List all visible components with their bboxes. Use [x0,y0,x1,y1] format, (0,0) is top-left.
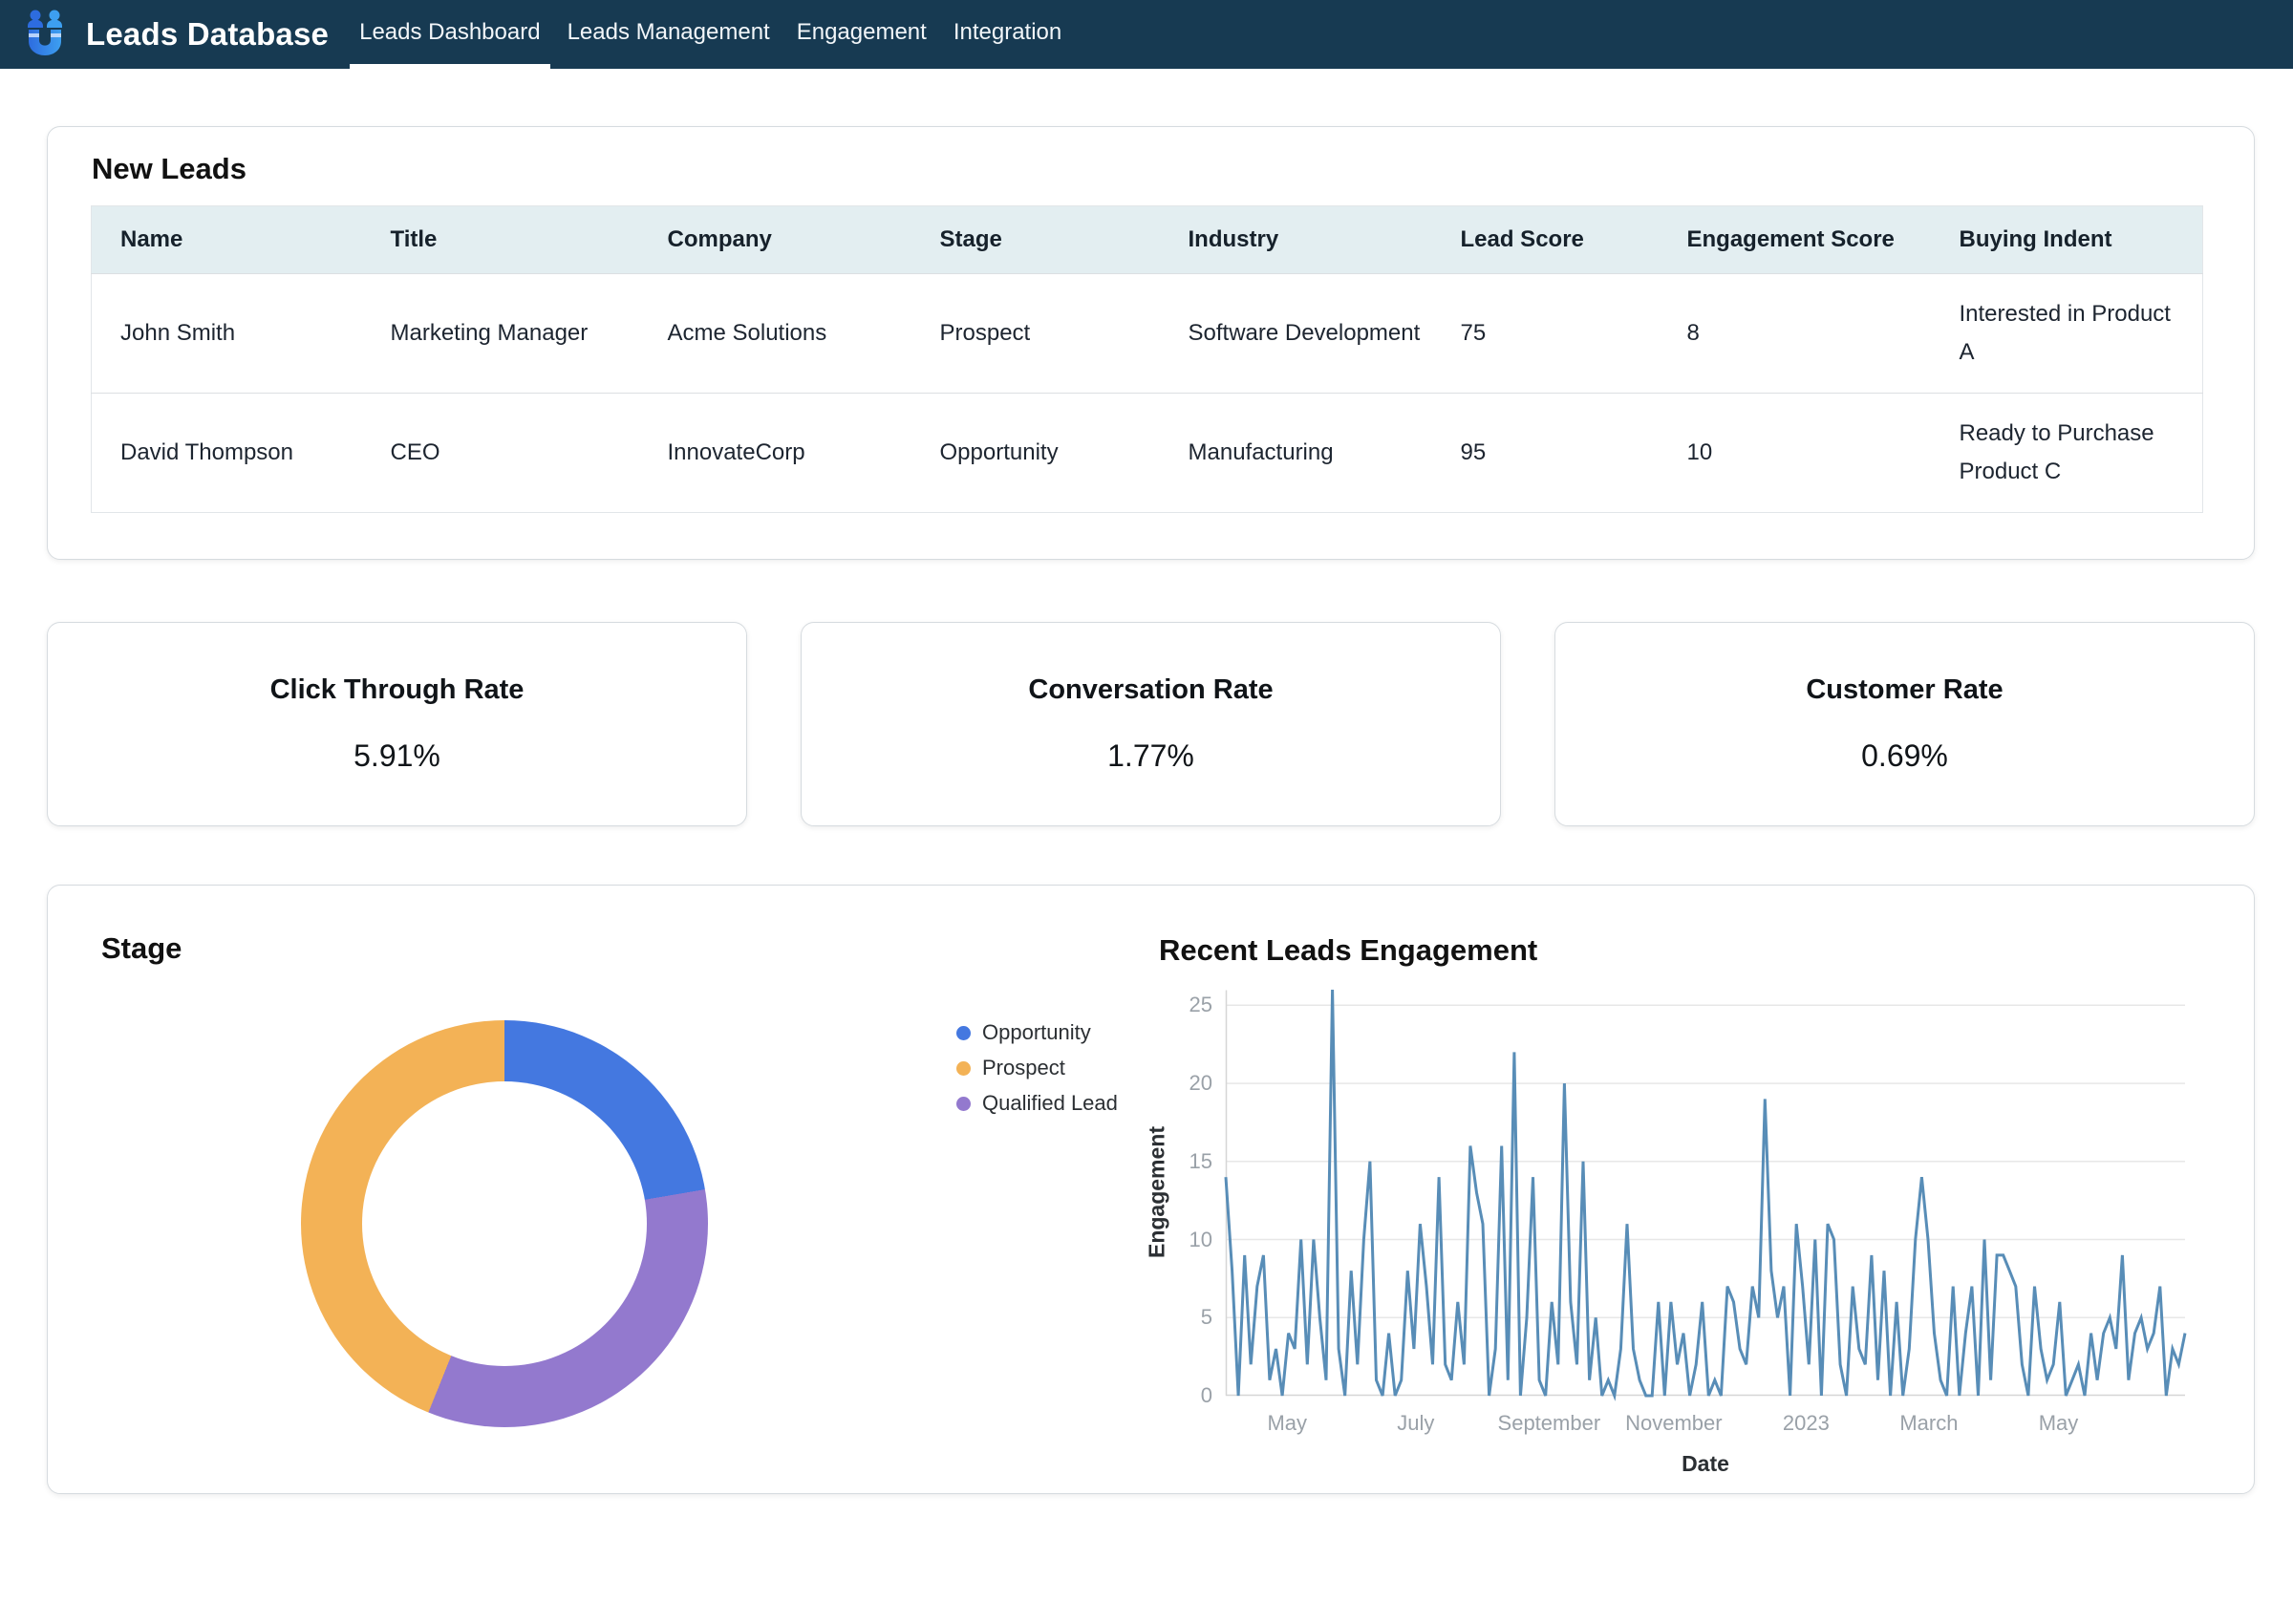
x-tick-label: November [1625,1411,1723,1435]
charts-panel: Stage Opportunity Prospect Qualified Lead … [47,885,2255,1494]
legend-dot-icon [956,1060,971,1076]
metric-card-click-through-rate: Click Through Rate 5.91% [47,622,747,826]
nav-item-integration[interactable]: Integration [953,18,1062,45]
y-tick-label: 5 [1200,1305,1212,1330]
table-cell: Interested in Product A [1932,273,2203,394]
metric-title: Customer Rate [1806,674,2004,705]
stage-donut-chart [301,1020,708,1427]
metric-value: 0.69% [1861,738,1948,773]
table-body: John Smith Marketing Manager Acme Solution… [91,273,2203,513]
metric-title: Conversation Rate [1028,674,1274,705]
table-cell: 75 [1433,273,1661,394]
table-cell: Acme Solutions [640,273,913,394]
table-cell: John Smith [91,273,364,394]
column-header: Industry [1161,205,1434,274]
column-header: Name [91,205,364,274]
y-tick-label: 20 [1189,1071,1212,1096]
table-cell: CEO [363,393,641,513]
y-tick-label: 15 [1189,1148,1212,1173]
table-cell: 8 [1660,273,1933,394]
metric-value: 5.91% [354,738,440,773]
table-cell: Marketing Manager [363,273,641,394]
table-cell: Ready to Purchase Product C [1932,393,2203,513]
table-header: Name Title Company Stage Industry Lead Score E… [91,205,2203,274]
table-cell: InnovateCorp [640,393,913,513]
new-leads-title: New Leads [92,152,246,185]
table-cell: 10 [1660,393,1933,513]
y-axis-label: Engagement [1144,1125,1169,1259]
legend-dot-icon [956,1025,971,1040]
stage-legend: Opportunity Prospect Qualified Lead [956,1020,1118,1116]
legend-item-qualified-lead[interactable]: Qualified Lead [956,1091,1118,1116]
x-tick-label: March [1899,1411,1959,1435]
legend-item-prospect[interactable]: Prospect [956,1056,1118,1080]
navbar-left: Leads Database [0,0,350,69]
table-cell: David Thompson [91,393,364,513]
y-tick-label: 0 [1200,1383,1212,1407]
app-title: Leads Database [86,16,330,52]
y-tick-label: 25 [1189,993,1212,1017]
nav-item-engagement[interactable]: Engagement [796,18,927,45]
legend-label: Prospect [982,1056,1065,1079]
metric-value: 1.77% [1107,738,1194,773]
table-cell: 95 [1433,393,1661,513]
legend-label: Qualified Lead [982,1091,1118,1115]
table-cell: Software Development [1161,273,1434,394]
y-tick-label: 10 [1189,1227,1212,1251]
column-header: Company [640,205,913,274]
table-cell: Manufacturing [1161,393,1434,513]
engagement-line-chart [1224,989,2187,1401]
legend-label: Opportunity [982,1020,1091,1044]
navbar: Leads Database Leads Dashboard Leads Man… [0,0,2293,69]
column-header: Stage [912,205,1162,274]
metric-card-conversation-rate: Conversation Rate 1.77% [801,622,1501,826]
x-tick-label: May [1267,1411,1308,1435]
engagement-chart-title: Recent Leads Engagement [1159,933,1538,967]
legend-item-opportunity[interactable]: Opportunity [956,1020,1118,1045]
column-header: Title [363,205,641,274]
legend-dot-icon [956,1096,971,1111]
table-cell: Opportunity [912,393,1162,513]
stage-chart-title: Stage [101,931,182,965]
nav-menu: Leads Dashboard Leads Management Engagem… [350,0,1079,69]
column-header: Buying Indent [1932,205,2203,274]
lead-magnet-logo-icon [28,10,62,55]
metric-card-customer-rate: Customer Rate 0.69% [1554,622,2255,826]
x-tick-label: 2023 [1782,1411,1830,1435]
table-row: John Smith Marketing Manager Acme Solution… [91,273,2203,394]
nav-item-leads-management[interactable]: Leads Management [567,18,770,45]
nav-item-leads-dashboard[interactable]: Leads Dashboard [350,0,550,69]
new-leads-table: Name Title Company Stage Industry Lead Score E… [91,205,2203,513]
column-header: Lead Score [1433,205,1661,274]
new-leads-panel: New Leads Name Title Company Stage Industry L… [47,126,2255,560]
column-header: Engagement Score [1660,205,1933,274]
x-tick-label: May [2038,1411,2079,1435]
metrics-row: Click Through Rate 5.91% Conversation Ra… [47,622,2255,826]
table-row: David Thompson CEO InnovateCorp Opportunity… [91,393,2203,513]
x-tick-label: July [1397,1411,1435,1435]
x-tick-label: September [1497,1411,1601,1435]
table-cell: Prospect [912,273,1162,394]
x-axis-label: Date [1682,1451,1729,1476]
metric-title: Click Through Rate [269,674,525,705]
donut-hole [362,1081,647,1366]
